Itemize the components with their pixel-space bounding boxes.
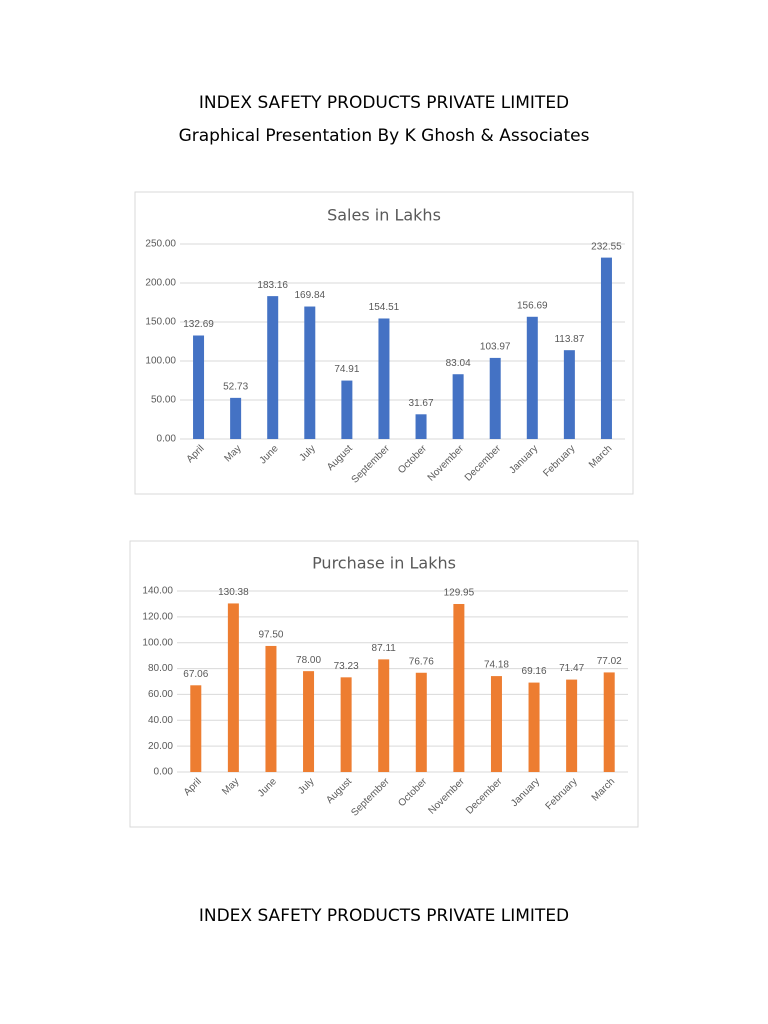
y-tick-label: 200.00 [145, 278, 176, 289]
data-label: 154.51 [369, 302, 400, 313]
data-label: 74.91 [334, 364, 359, 375]
data-label: 87.11 [372, 643, 397, 654]
data-label: 69.16 [522, 666, 547, 677]
bar [340, 677, 352, 772]
data-label: 76.76 [409, 656, 434, 667]
bar [265, 645, 277, 772]
bar [378, 659, 390, 772]
data-label: 129.95 [444, 588, 475, 599]
bar [600, 257, 612, 439]
bar [303, 671, 315, 772]
bar [230, 397, 242, 439]
data-label: 74.18 [484, 660, 509, 671]
data-label: 156.69 [517, 300, 548, 311]
bar [227, 603, 239, 772]
bar [528, 682, 540, 772]
data-label: 132.69 [183, 319, 214, 330]
header-subtitle: Graphical Presentation By K Ghosh & Asso… [179, 126, 590, 146]
data-label: 83.04 [446, 358, 471, 369]
bar [378, 318, 390, 439]
bar [415, 414, 427, 439]
y-tick-label: 0.00 [154, 767, 174, 778]
y-tick-label: 40.00 [148, 715, 173, 726]
data-label: 232.55 [591, 241, 622, 252]
bar [415, 672, 427, 772]
chart-title: Sales in Lakhs [327, 206, 441, 225]
bar [566, 679, 578, 772]
bar [341, 380, 353, 439]
data-label: 183.16 [257, 280, 288, 291]
y-tick-label: 20.00 [148, 741, 173, 752]
bar [603, 672, 615, 772]
bar [563, 350, 575, 439]
data-label: 67.06 [183, 669, 208, 680]
bar [452, 374, 464, 439]
data-label: 103.97 [480, 342, 511, 353]
data-label: 71.47 [559, 663, 584, 674]
data-label: 52.73 [223, 382, 248, 393]
y-tick-label: 60.00 [148, 689, 173, 700]
data-label: 169.84 [294, 290, 325, 301]
y-tick-label: 80.00 [148, 663, 173, 674]
header-title: INDEX SAFETY PRODUCTS PRIVATE LIMITED [199, 93, 569, 113]
y-tick-label: 0.00 [157, 434, 177, 445]
data-label: 113.87 [554, 334, 584, 345]
data-label: 97.50 [258, 630, 283, 641]
bar [489, 357, 501, 439]
y-tick-label: 100.00 [142, 637, 173, 648]
bar [526, 316, 538, 439]
y-tick-label: 140.00 [142, 586, 173, 597]
y-tick-label: 250.00 [145, 239, 176, 250]
data-label: 78.00 [296, 655, 321, 666]
bar [193, 335, 205, 439]
bar [190, 685, 202, 772]
chart-title: Purchase in Lakhs [312, 554, 456, 573]
y-tick-label: 150.00 [145, 317, 176, 328]
y-tick-label: 100.00 [145, 356, 176, 367]
bar [267, 296, 279, 439]
data-label: 130.38 [218, 587, 249, 598]
bar [490, 676, 502, 772]
y-tick-label: 120.00 [142, 611, 173, 622]
data-label: 73.23 [334, 661, 359, 672]
data-label: 77.02 [597, 656, 622, 667]
bar [453, 603, 465, 772]
footer-title: INDEX SAFETY PRODUCTS PRIVATE LIMITED [199, 906, 569, 926]
bar [304, 306, 316, 439]
data-label: 31.67 [409, 398, 434, 409]
y-tick-label: 50.00 [151, 395, 176, 406]
